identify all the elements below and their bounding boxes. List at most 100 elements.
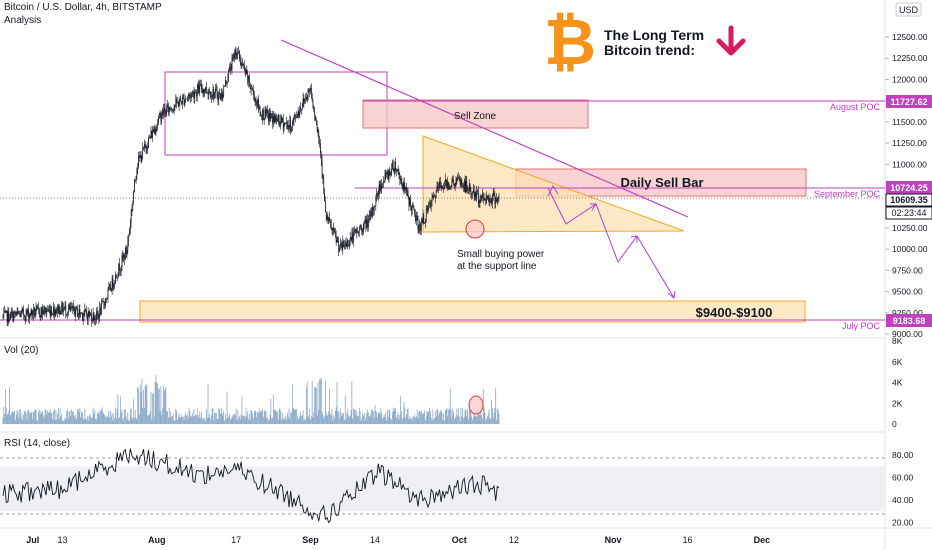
candle-body: [447, 182, 449, 189]
candle-body: [276, 117, 277, 122]
candle-body: [248, 75, 250, 85]
price-tag-july-poc: 9183.68: [886, 314, 932, 327]
candle-body: [319, 140, 320, 144]
candle-body: [362, 229, 363, 233]
countdown-tag: 02:23:44: [885, 206, 932, 220]
candle-body: [3, 311, 5, 316]
candle-body: [176, 98, 177, 104]
candle-body: [163, 109, 165, 115]
candle-body: [452, 179, 454, 181]
candle-body: [448, 182, 449, 190]
svg-text:02:23:44: 02:23:44: [891, 208, 926, 218]
volume-tick-label: 0: [892, 419, 897, 429]
candle-body: [425, 219, 426, 223]
candle-body: [278, 114, 280, 122]
candle-body: [368, 215, 370, 220]
candle-body: [271, 113, 273, 116]
candle-body: [297, 111, 299, 117]
candle-body: [43, 307, 45, 315]
candle-body: [79, 309, 81, 315]
candle-body: [277, 114, 279, 119]
price-tick-label: 12000.00: [892, 74, 928, 84]
volume-pane-title: Vol (20): [4, 345, 38, 356]
candle-body: [108, 287, 110, 290]
candle-body: [68, 305, 70, 310]
candle-body: [323, 178, 325, 193]
candle-body: [315, 116, 316, 121]
candle-body: [84, 308, 86, 314]
candle-body: [107, 289, 109, 299]
bitcoin-icon: ₿: [544, 6, 596, 78]
time-axis[interactable]: Jul 13 Aug 17 Sep 14 Oct 12 Nov 16 Dec: [26, 535, 770, 545]
candle-body: [346, 240, 348, 246]
candle-body: [15, 311, 16, 315]
candle-body: [82, 315, 84, 320]
candle-body: [439, 180, 441, 187]
candle-body: [13, 313, 15, 322]
candle-body: [169, 107, 171, 110]
candle-body: [381, 184, 382, 188]
candle-body: [426, 207, 428, 209]
candle-body: [351, 232, 353, 240]
candle-body: [325, 211, 327, 220]
candle-body: [468, 184, 470, 191]
candle-body: [360, 227, 362, 231]
candle-body: [106, 298, 108, 300]
candle-body: [363, 221, 365, 224]
candle-body: [175, 98, 177, 106]
candle-body: [330, 221, 331, 224]
candle-body: [206, 92, 208, 93]
candle-body: [359, 227, 361, 229]
candle-body: [473, 189, 475, 197]
candle-body: [372, 206, 374, 211]
candle-body: [488, 197, 490, 201]
time-tick-label: 13: [58, 535, 68, 545]
price-series: [2, 46, 500, 327]
candle-body: [382, 181, 384, 187]
candle-body: [184, 100, 186, 105]
candle-body: [307, 90, 309, 100]
candle-body: [282, 118, 283, 123]
candle-body: [211, 96, 213, 98]
candle-body: [229, 66, 230, 71]
candle-body: [436, 185, 438, 190]
candle-body: [272, 113, 273, 124]
time-tick-label: 17: [231, 535, 241, 545]
candle-body: [290, 120, 292, 132]
target-zone-label: $9400-$9100: [696, 305, 773, 320]
candle-body: [138, 155, 139, 167]
candle-body: [454, 183, 455, 186]
price-tag-last: 10609.35: [885, 193, 932, 207]
candle-body: [471, 194, 473, 195]
candle-body: [331, 228, 333, 230]
candle-body: [199, 85, 201, 93]
candle-body: [104, 304, 106, 306]
candle-body: [205, 87, 206, 92]
candle-body: [153, 129, 154, 133]
candle-body: [195, 91, 196, 94]
candle-body: [432, 195, 434, 198]
candle-body: [62, 302, 63, 312]
currency-button[interactable]: USD: [895, 2, 922, 17]
time-tick-label: 14: [370, 535, 380, 545]
candle-body: [454, 185, 456, 187]
candle-body: [207, 92, 209, 95]
candle-body: [177, 101, 178, 104]
candle-body: [237, 51, 239, 54]
candle-body: [328, 217, 330, 222]
candle-body: [131, 209, 133, 213]
candle-body: [401, 183, 403, 185]
candle-body: [209, 91, 211, 93]
candle-body: [287, 122, 288, 130]
candle-body: [220, 93, 222, 100]
candle-body: [4, 311, 6, 313]
candle-body: [406, 186, 407, 193]
candle-body: [339, 244, 341, 249]
candle-body: [16, 310, 18, 315]
candle-body: [324, 192, 325, 201]
candle-body: [236, 53, 238, 56]
candle-body: [67, 313, 68, 315]
candle-body: [343, 241, 344, 248]
candle-body: [151, 131, 153, 138]
